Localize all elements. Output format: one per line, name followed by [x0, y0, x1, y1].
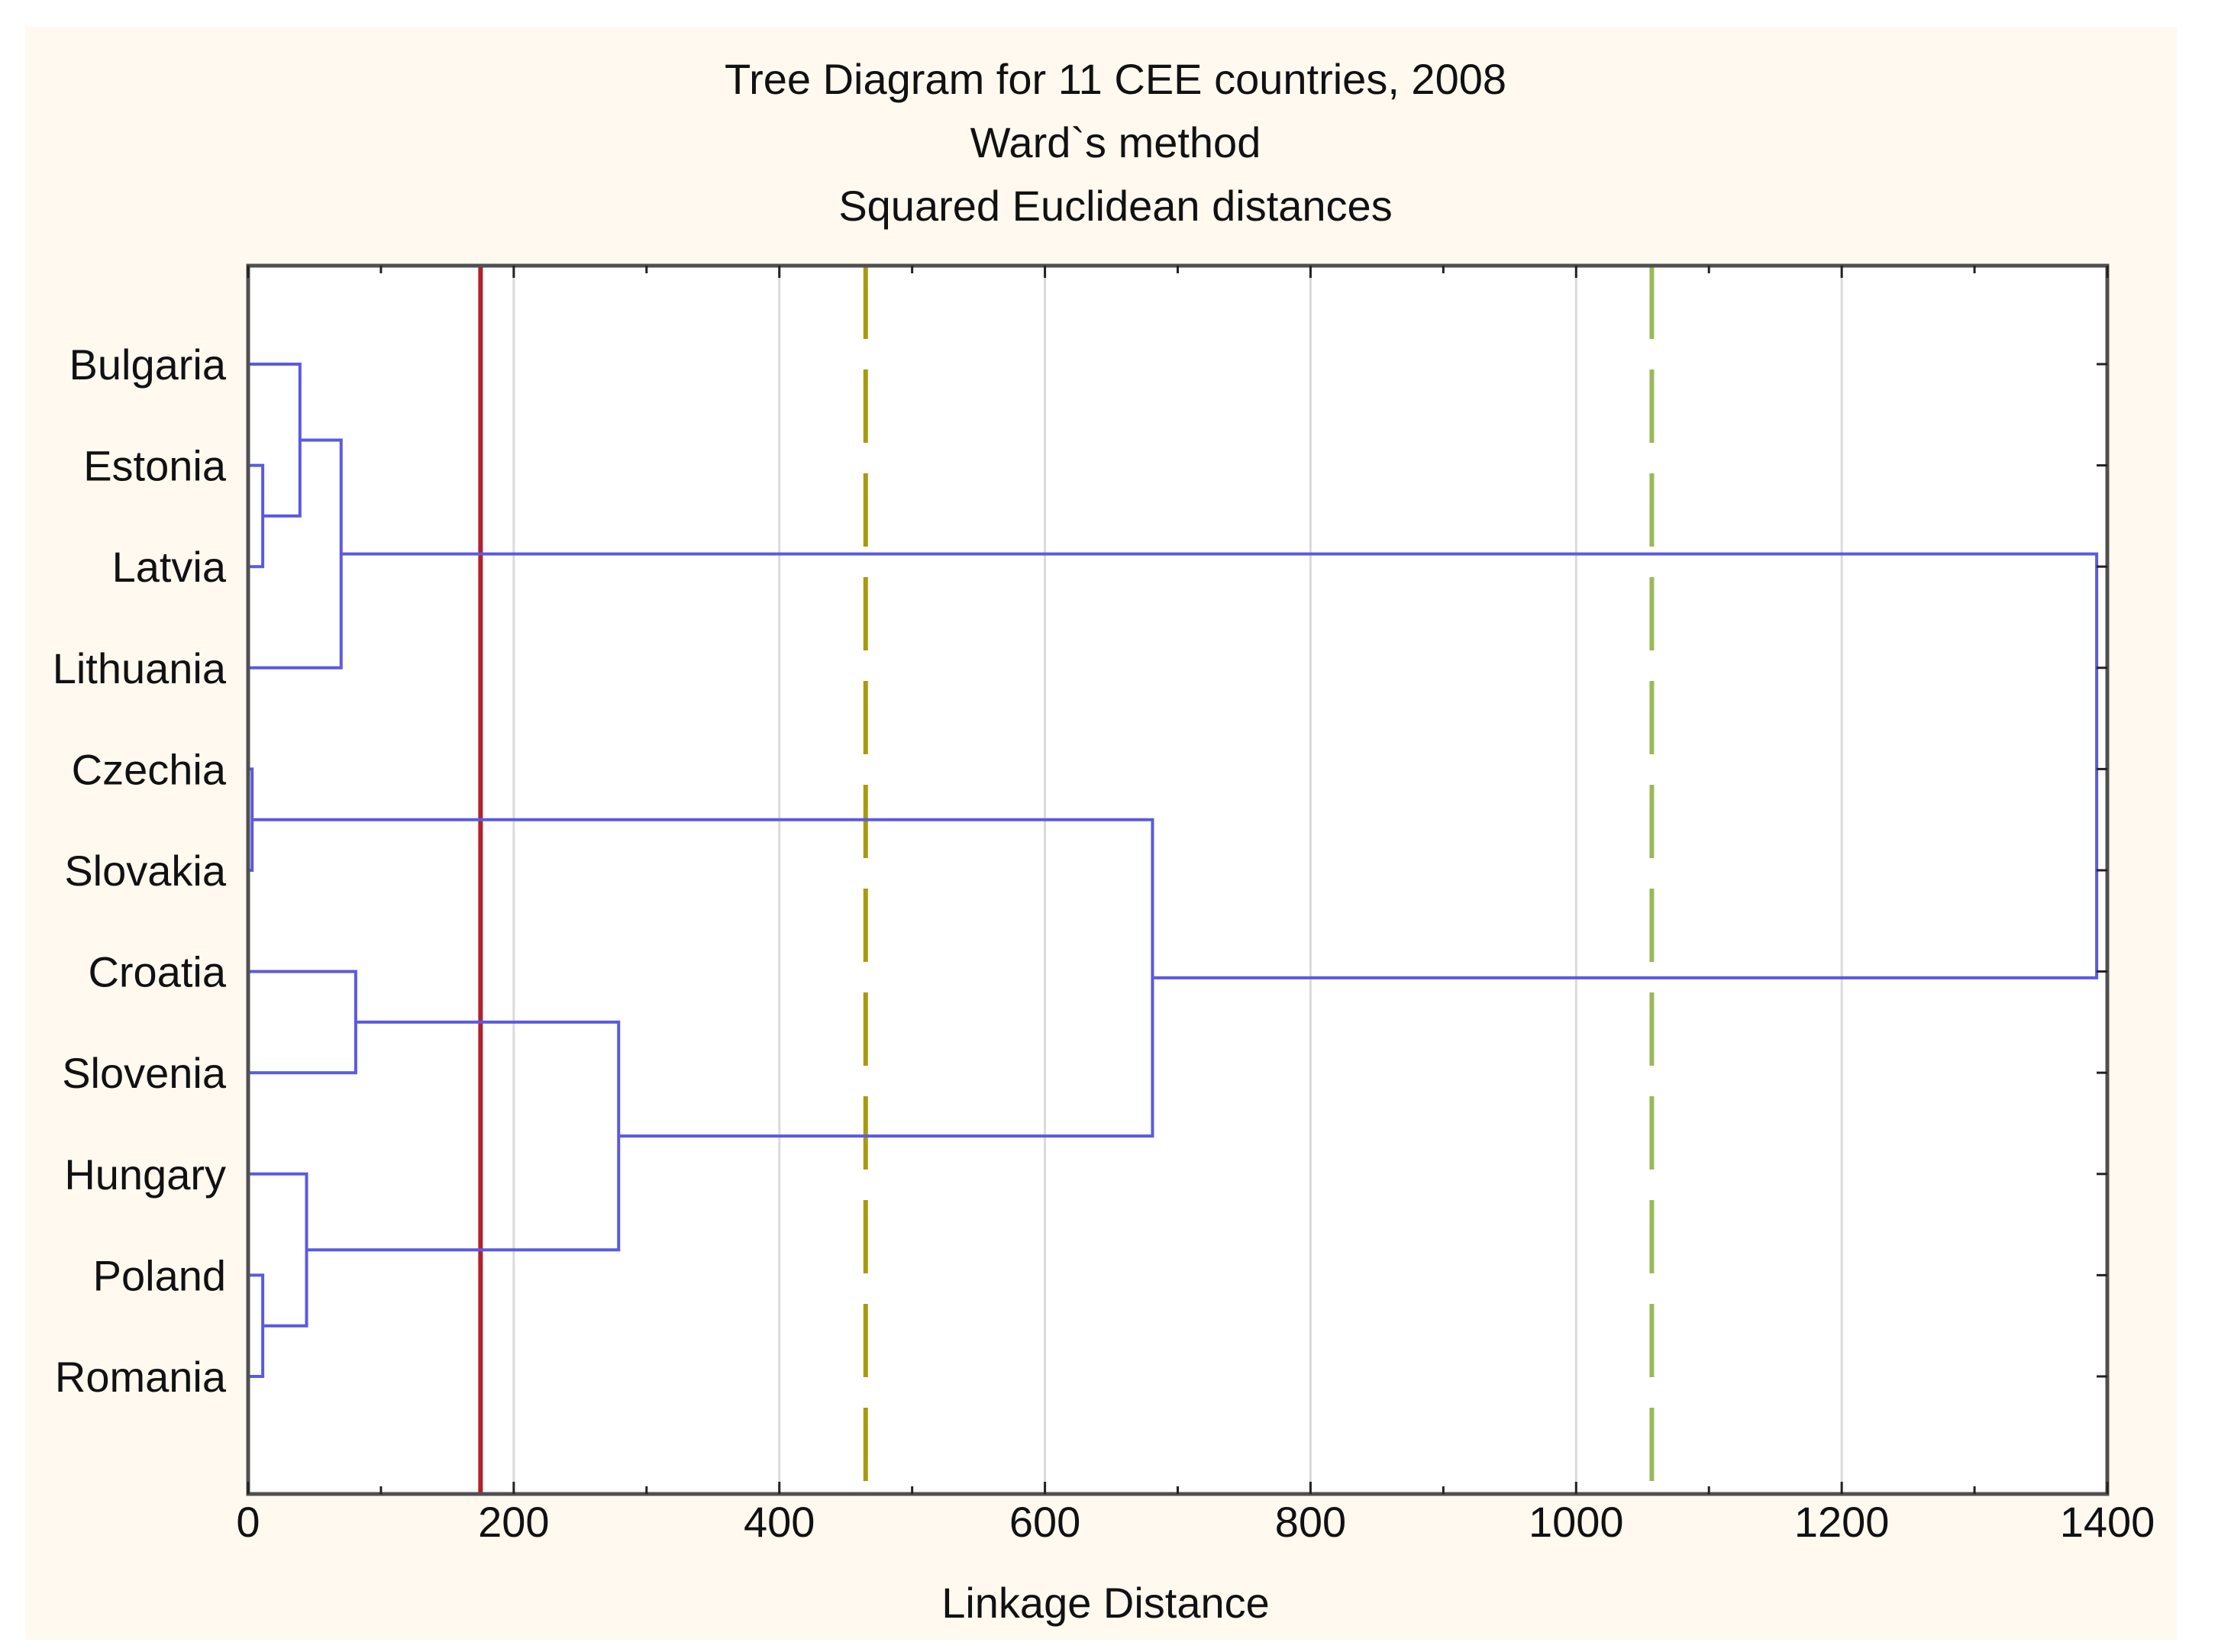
plot-area	[248, 266, 2107, 1494]
x-tick-label: 600	[1009, 1498, 1080, 1546]
leaf-label-slovakia: Slovakia	[64, 847, 227, 895]
leaf-label-slovenia: Slovenia	[62, 1049, 227, 1097]
cut-lines	[478, 266, 1655, 1508]
dendrogram-branches	[248, 363, 2099, 1378]
merge-n6	[248, 1273, 265, 1378]
x-tick-labels: 0 200 400 600 800 1000 1200 1400	[236, 1498, 2155, 1546]
x-axis-title: Linkage Distance	[941, 1579, 1270, 1627]
axis-ticks	[247, 266, 2109, 1494]
merge-n9	[252, 818, 1154, 1138]
merge-n10	[341, 552, 2099, 979]
x-tick-label: 200	[478, 1498, 549, 1546]
x-tick-label: 400	[744, 1498, 815, 1546]
merge-n5	[248, 970, 357, 1075]
x-tick-label: 1200	[1794, 1498, 1890, 1546]
leaf-label-croatia: Croatia	[88, 948, 226, 996]
x-tick-label: 0	[236, 1498, 260, 1546]
merge-n2	[248, 363, 302, 518]
leaf-label-estonia: Estonia	[83, 442, 227, 490]
chart-subtitle-method: Ward`s method	[970, 118, 1261, 166]
leaf-label-lithuania: Lithuania	[53, 644, 227, 692]
x-tick-label: 1400	[2060, 1498, 2155, 1546]
leaf-label-hungary: Hungary	[64, 1150, 226, 1199]
leaf-label-bulgaria: Bulgaria	[69, 340, 227, 389]
merge-n1	[248, 463, 265, 569]
x-tick-label: 1000	[1529, 1498, 1624, 1546]
chart-subtitle-distance: Squared Euclidean distances	[838, 182, 1393, 230]
leaf-label-latvia: Latvia	[112, 543, 227, 591]
leaf-label-romania: Romania	[55, 1353, 227, 1401]
x-tick-label: 800	[1275, 1498, 1346, 1546]
chart-title: Tree Diagram for 11 CEE countries, 2008	[724, 55, 1507, 103]
leaf-label-czechia: Czechia	[72, 745, 227, 793]
leaf-label-poland: Poland	[93, 1251, 226, 1299]
gridlines	[512, 266, 1843, 1494]
leaf-labels: Bulgaria Estonia Latvia Lithuania Czechia Slo…	[53, 340, 227, 1401]
